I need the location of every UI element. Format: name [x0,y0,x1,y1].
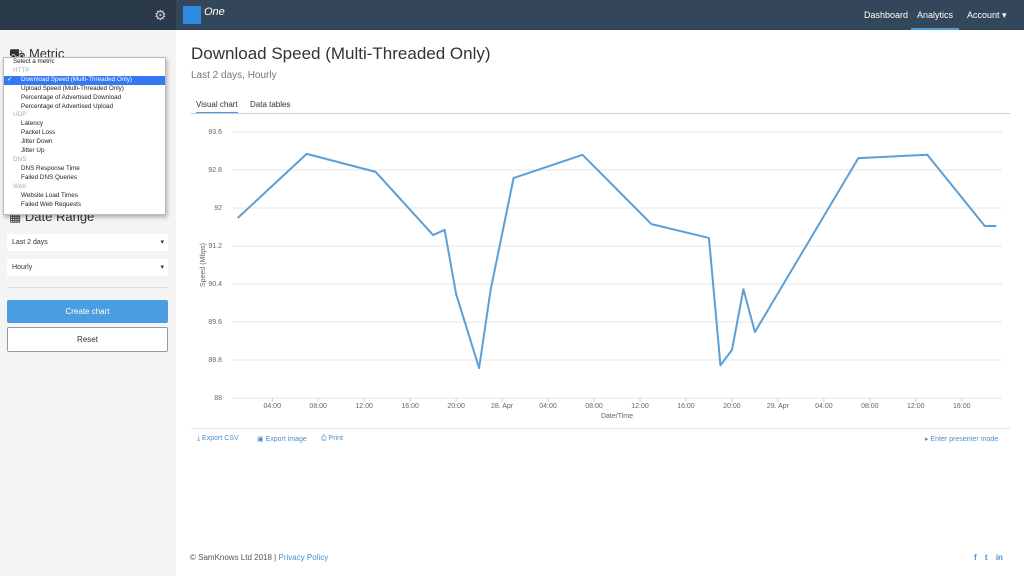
logo-mark [183,6,201,24]
dropdown-placeholder[interactable]: Select a metric [13,58,55,65]
nav-link-active[interactable]: Analytics [911,0,959,30]
y-tick-label: 91.2 [208,243,222,250]
dropdown-group: UDP [13,111,27,119]
export-csv[interactable]: ⤓ Export CSV [197,435,239,442]
dropdown-option[interactable]: Jitter Down [21,138,53,146]
x-tick-label: 28. Apr [491,403,514,410]
chart-rule [191,428,1010,429]
x-axis-title: Date/Time [601,413,633,420]
social-icon[interactable]: t [984,553,988,562]
y-tick-label: 90.4 [208,281,222,288]
page-title: Download Speed (Multi-Threaded Only) [191,44,491,63]
y-tick-label: 88 [214,395,222,402]
tab-active[interactable]: Visual chart [196,100,238,114]
y-tick-label: 88.8 [208,357,222,364]
x-tick-label: 20:00 [447,403,465,410]
social-links: f t in [974,553,1003,562]
action-text: Export image [265,436,307,443]
x-tick-label: 16:00 [401,403,419,410]
nav-link[interactable]: Dashboard [864,10,909,20]
y-tick-label: 93.6 [208,129,222,136]
export-image[interactable]: ▣ Export image [257,436,307,443]
x-tick-label: 12:00 [907,403,925,410]
x-tick-label: 08:00 [585,403,603,410]
x-tick-label: 20:00 [723,403,741,410]
settings-icon[interactable]: ⚙ [154,7,167,23]
dropdown-option[interactable]: Jitter Up [21,147,45,155]
dropdown-option[interactable]: Percentage of Advertised Upload [21,102,114,110]
reset-button[interactable]: Reset [7,327,168,352]
y-tick-label: 92.8 [208,167,222,174]
print[interactable]: ⎙ Print [321,435,343,442]
y-tick-label: 92 [214,205,222,212]
x-tick-label: 12:00 [355,403,373,410]
dropdown-option[interactable]: DNS Response Time [21,164,80,172]
x-tick-label: 16:00 [677,403,695,410]
footer: © SamKnows Ltd 2018 | Privacy Policy [190,553,328,562]
x-tick-label: 12:00 [631,403,649,410]
dropdown-option[interactable]: Website Load Times [21,191,78,199]
x-tick-label: 16:00 [953,403,971,410]
action-text: Enter presenter mode [930,436,999,443]
dropdown-option[interactable]: Percentage of Advertised Download [21,93,122,101]
dropdown-option[interactable]: Failed DNS Queries [21,173,77,181]
action-text: Print [328,435,343,442]
nav-text: Account [967,10,1000,20]
dropdown-group: DNS [13,155,27,163]
social-icon[interactable]: in [995,553,1003,562]
privacy-link[interactable]: Privacy Policy [278,553,329,562]
x-tick-label: 04:00 [815,403,833,410]
logo-text: One [204,6,225,18]
metric-dropdown[interactable]: Select a metricHTTPDownload Speed (Multi… [3,57,166,215]
action-text: Export CSV [202,435,239,442]
chart: 88 88.8 89.6 90.4 91.2 92 92.8 93.6 04:00 08:00 12… [200,129,1002,420]
dropdown-option[interactable]: Download Speed (Multi-Threaded Only) [4,75,165,85]
presenter-mode[interactable]: ▸ Enter presenter mode [925,436,999,443]
nav-link[interactable]: Account ▾ [967,10,1007,20]
dropdown-option[interactable]: Failed Web Requests [21,200,82,208]
page-subtitle: Last 2 days, Hourly [191,70,277,81]
data-line [237,152,997,370]
x-tick-label: 04:00 [539,403,557,410]
dropdown-option[interactable]: Packet Loss [21,129,56,137]
tab-rule [191,113,1010,114]
dropdown-group: Web [13,182,26,190]
interval-select[interactable]: Hourly [7,259,168,276]
copyright: © SamKnows Ltd 2018 | [190,553,277,562]
navbar-left [0,0,176,30]
x-tick-label: 04:00 [263,403,281,410]
x-tick-label: 29. Apr [767,403,790,410]
y-tick-label: 89.6 [208,319,222,326]
x-tick-label: 08:00 [309,403,327,410]
divider [7,287,168,288]
range-select[interactable]: Last 2 days [7,234,168,251]
y-axis-title: Speed (Mbps) [200,243,207,287]
dropdown-option[interactable]: Latency [21,120,44,128]
dropdown-option[interactable]: Upload Speed (Multi-Threaded Only) [21,84,124,92]
social-icon[interactable]: f [974,553,977,562]
dropdown-group: HTTP [13,66,30,74]
x-tick-label: 08:00 [861,403,879,410]
tab[interactable]: Data tables [250,100,291,109]
create-button[interactable]: Create chart [7,300,168,323]
